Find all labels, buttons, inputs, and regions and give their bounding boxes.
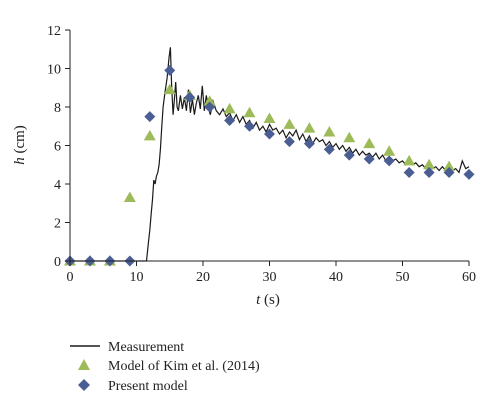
- legend-kim-model-label: Model of Kim et al. (2014): [108, 359, 260, 374]
- kim-model-point: [323, 126, 336, 137]
- kim-model-point: [123, 191, 136, 202]
- present-model-point: [264, 128, 275, 140]
- kim-model-point: [403, 154, 416, 166]
- present-model-point: [224, 114, 236, 126]
- kim-model-point: [423, 158, 436, 170]
- kim-model-point: [363, 137, 376, 149]
- y-axis-var: h: [12, 157, 28, 165]
- present-model-point: [343, 149, 355, 161]
- y-tick-label: 8: [54, 101, 61, 116]
- kim-model-point: [223, 102, 236, 114]
- present-model-point: [423, 166, 435, 178]
- x-tick-label: 50: [396, 270, 410, 285]
- y-tick-label: 0: [54, 255, 61, 270]
- present-model-point: [383, 155, 395, 167]
- legend-measurement-label: Measurement: [108, 340, 184, 355]
- present-model-point: [283, 136, 295, 148]
- kim-model-point: [343, 131, 356, 143]
- x-axis-label: t (s): [256, 292, 280, 308]
- y-tick-label: 6: [54, 140, 61, 155]
- present-model-point: [164, 64, 176, 76]
- kim-model-point: [283, 118, 296, 129]
- kim-model-point: [263, 112, 276, 124]
- x-tick-label: 20: [196, 270, 210, 285]
- kim-model-point: [143, 129, 156, 141]
- y-axis-unit: (cm): [12, 125, 28, 157]
- legend-present-model-swatch: [78, 379, 90, 391]
- present-model-point: [244, 120, 256, 132]
- x-tick-label: 60: [462, 270, 476, 285]
- measurement-line: [70, 47, 470, 262]
- kim-model-point: [163, 83, 176, 95]
- y-tick-label: 4: [54, 178, 61, 193]
- y-tick-label: 12: [47, 24, 61, 39]
- present-model-point: [443, 166, 455, 178]
- axes: 0 10 20 30 40 50 60 0 2 4 6 8 10 12: [47, 24, 476, 285]
- legend-present-model-label: Present model: [108, 379, 188, 394]
- kim-model-point: [203, 95, 216, 106]
- legend-kim-model-swatch: [78, 359, 90, 370]
- x-axis-unit: (s): [260, 292, 280, 308]
- legend: Measurement Model of Kim et al. (2014) P…: [70, 340, 260, 394]
- x-tick-label: 30: [263, 270, 277, 285]
- plot-marks: [64, 47, 475, 267]
- x-tick-label: 10: [130, 270, 144, 285]
- y-ticks: 0 2 4 6 8 10 12: [47, 24, 70, 270]
- present-model-point: [403, 166, 415, 178]
- y-axis-label: h (cm): [12, 125, 28, 165]
- present-model-point: [463, 168, 475, 180]
- y-tick-label: 2: [54, 217, 61, 232]
- present-model-point: [323, 143, 335, 155]
- y-tick-label: 10: [47, 63, 61, 78]
- kim-model-point: [383, 145, 396, 156]
- kim-model-point: [303, 122, 316, 133]
- present-model-point: [303, 138, 315, 150]
- present-model-point: [204, 101, 216, 113]
- present-model-point: [144, 111, 156, 123]
- kim-model-point: [243, 106, 256, 118]
- x-tick-label: 40: [329, 270, 343, 285]
- kim-model-point: [443, 160, 456, 172]
- x-axis-var: t: [256, 292, 261, 308]
- present-model-point: [363, 153, 375, 165]
- x-tick-label: 0: [67, 270, 74, 285]
- present-model-point: [184, 91, 196, 103]
- x-ticks: 0 10 20 30 40 50 60: [67, 261, 476, 285]
